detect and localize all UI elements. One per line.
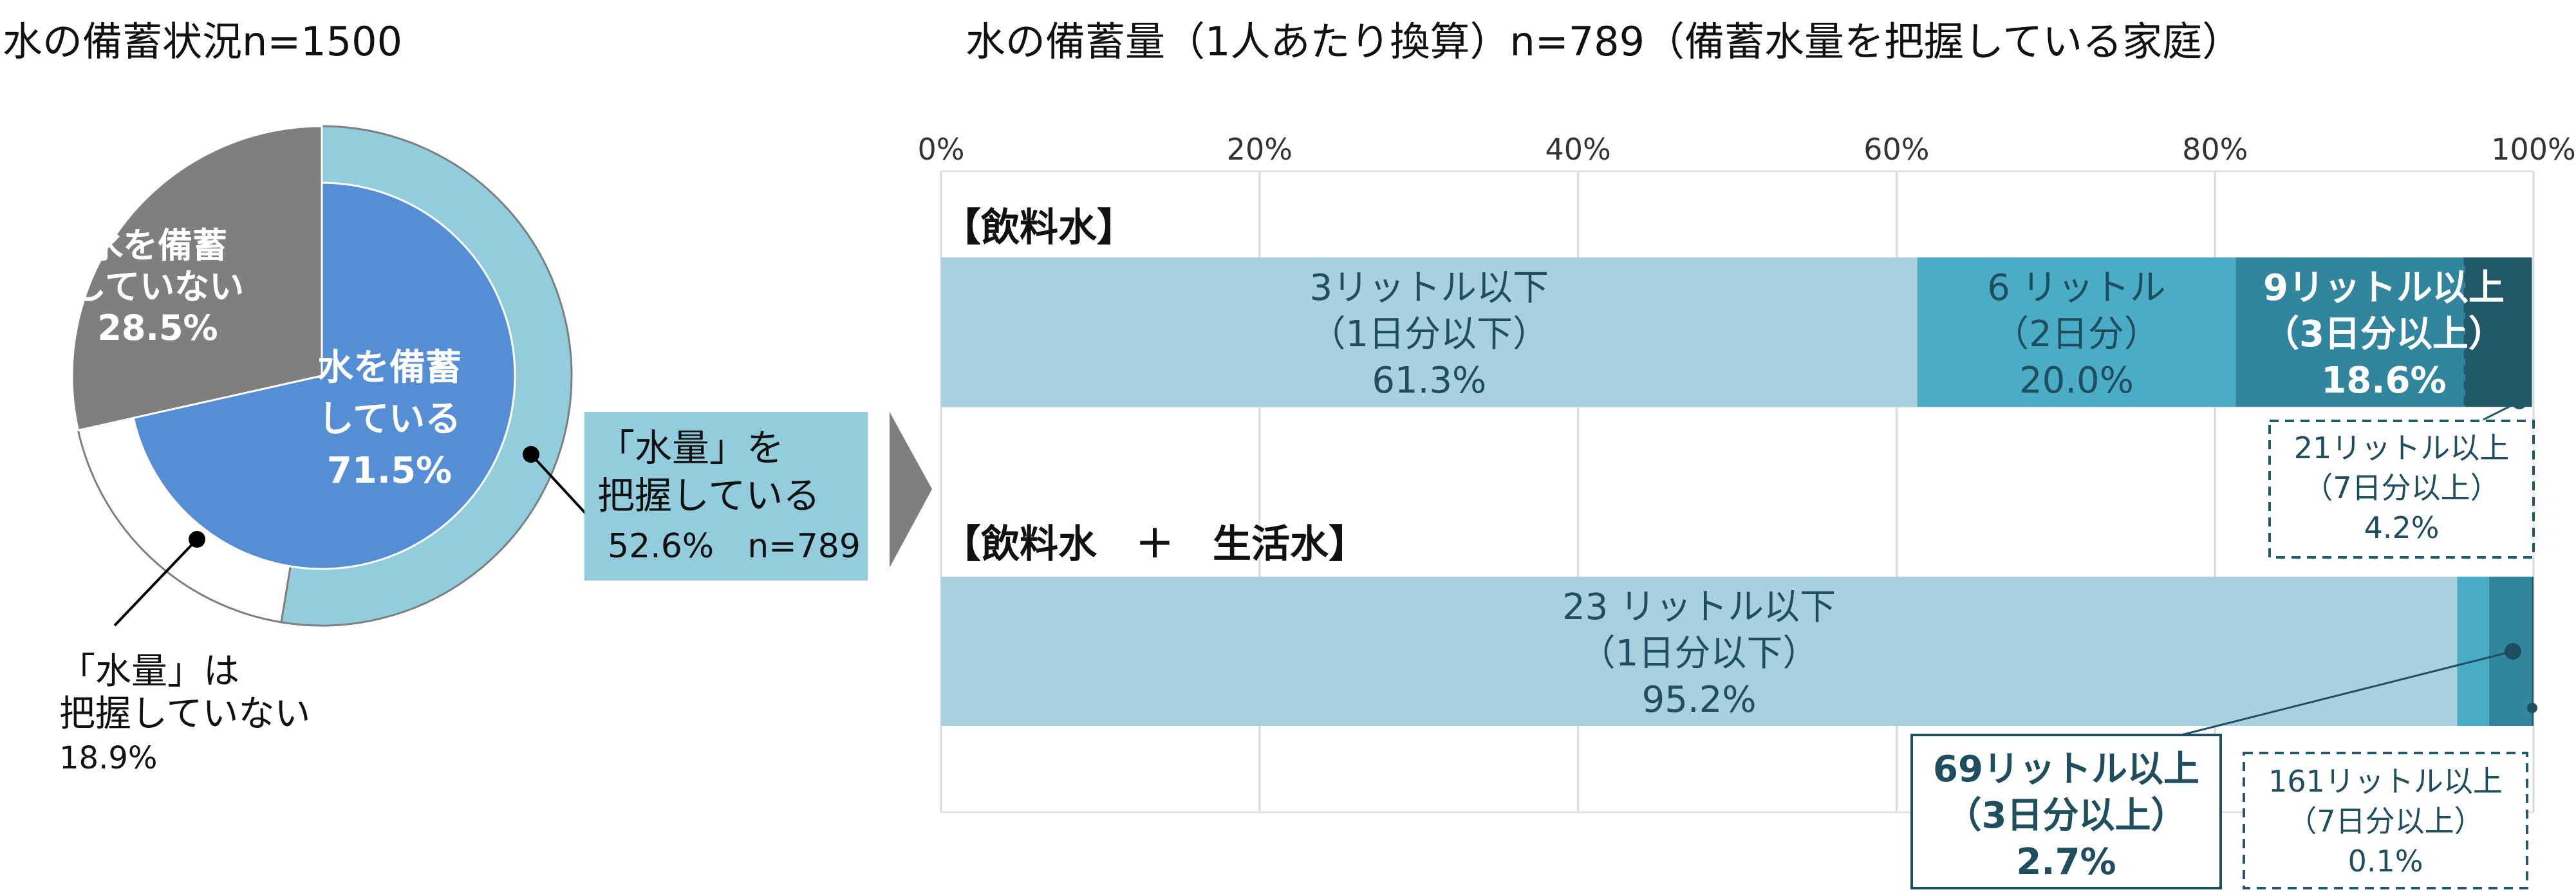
bar-segment-row1-seg2 (1917, 257, 2236, 407)
bar-label-row1-seg3-line-3: 18.6% (2321, 360, 2446, 402)
right-chart-title: 水の備蓄量（1人あたり換算）n=789（備蓄水量を把握している家庭） (966, 18, 2243, 65)
bar-label-row1-seg2-line-3: 20.0% (2019, 360, 2134, 402)
leader-line-measured (530, 453, 587, 515)
bar-segment-row1-seg1 (941, 257, 1918, 407)
bar-segment-row1-seg4 (2465, 257, 2532, 407)
callout-line-3: 52.6% n=789 (608, 527, 861, 566)
callout-row2-seg4-text-line-3: 0.1% (2348, 844, 2423, 878)
pie-slice-stocking (132, 181, 516, 570)
x-tick-label: 40% (1545, 132, 1610, 167)
pie-label-stocking-line-1: 水を備蓄 (317, 347, 462, 389)
x-tick-label: 100% (2491, 132, 2576, 167)
left-chart-title: 水の備蓄状況n=1500 (3, 18, 403, 65)
pie-label-stocking-line-3: 71.5% (327, 450, 452, 492)
callout-row2-seg4-text-line-1: 161リットル以上 (2268, 764, 2503, 799)
label-not-measured-line-1: 「水量」は (59, 651, 239, 692)
leader-dot-not-measured (189, 531, 205, 548)
callout-row1-seg4-text-line-2: （7日分以上） (2303, 470, 2499, 505)
category-label-drinking-living: 【飲料水 ＋ 生活水】 (942, 522, 1367, 567)
leader-dot-measured (523, 446, 539, 463)
bar-label-row1-seg2-line-2: （2日分） (1993, 313, 2160, 355)
bar-segment-row2-seg2 (2457, 577, 2489, 726)
callout-row2-seg3-text-line-1: 69リットル以上 (1933, 748, 2199, 790)
callout-row2-seg3 (1910, 734, 2222, 889)
pie-slice-not-stocking (71, 125, 323, 432)
category-label-drinking: 【飲料水】 (942, 205, 1135, 250)
callout-line-2: 把握している (597, 474, 820, 517)
bar-label-row2-seg1-line-3: 95.2% (1642, 679, 1757, 721)
pie-label-not-stocking-line-3: 28.5% (97, 308, 218, 348)
callout-row2-seg4 (2243, 752, 2528, 889)
bar-segment-row1-seg3 (2235, 257, 2465, 407)
pie-chart: 水を備蓄していない28.5%水を備蓄している71.5%「水量」は把握していない1… (59, 125, 587, 776)
x-tick-label: 20% (1227, 132, 1293, 167)
callout-row1-seg4-text-line-3: 4.2% (2364, 510, 2440, 545)
x-tick-label: 60% (1863, 132, 1929, 167)
bar-label-row2-seg1-line-2: （1日分以下） (1580, 633, 1819, 674)
x-tick-label: 80% (2182, 132, 2248, 167)
x-tick-label: 0% (918, 132, 965, 167)
bar-segment-row2-seg1 (941, 577, 2458, 726)
bar-label-row1-seg3-line-2: （3日分以上） (2263, 313, 2505, 355)
callout-row1-seg4-text-line-1: 21リットル以上 (2294, 431, 2510, 465)
bar-label-row1-seg1-line-3: 61.3% (1372, 360, 1486, 402)
pie-label-stocking-line-2: している (318, 398, 461, 440)
label-not-measured-line-2: 把握していない (59, 693, 310, 735)
leader-dot-row2-seg4 (2527, 703, 2537, 713)
leader-line-row1-seg4 (2483, 400, 2520, 421)
callout-row2-seg4-text-line-2: （7日分以上） (2287, 804, 2483, 839)
bar-label-row2-seg1-line-1: 23 リットル以下 (1562, 586, 1836, 628)
outline-row1-seg4 (2463, 257, 2532, 407)
pie-label-not-stocking-line-2: していない (71, 266, 244, 307)
callout-arrow (890, 412, 932, 568)
leader-line-not-measured (113, 538, 198, 627)
label-not-measured-line-3: 18.9% (59, 740, 157, 776)
bar-label-row1-seg1-line-1: 3リットル以下 (1309, 267, 1549, 309)
callout-row2-seg3-text-line-2: （3日分以上） (1946, 795, 2187, 837)
pie-label-not-stocking-line-1: 水を備蓄 (88, 225, 227, 266)
bar-label-row1-seg2-line-1: 6 リットル (1987, 267, 2165, 309)
callout-line-1: 「水量」を (597, 426, 784, 470)
callout-row2-seg3-text-line-3: 2.7% (2016, 841, 2116, 883)
callout-measured-box (584, 412, 868, 581)
bar-label-row1-seg1-line-2: （1日分以下） (1309, 313, 1549, 355)
callout-row1-seg4 (2268, 420, 2535, 559)
bar-segment-row2-seg4 (2532, 577, 2534, 726)
bar-label-row1-seg3-line-1: 9リットル以上 (2263, 267, 2505, 309)
